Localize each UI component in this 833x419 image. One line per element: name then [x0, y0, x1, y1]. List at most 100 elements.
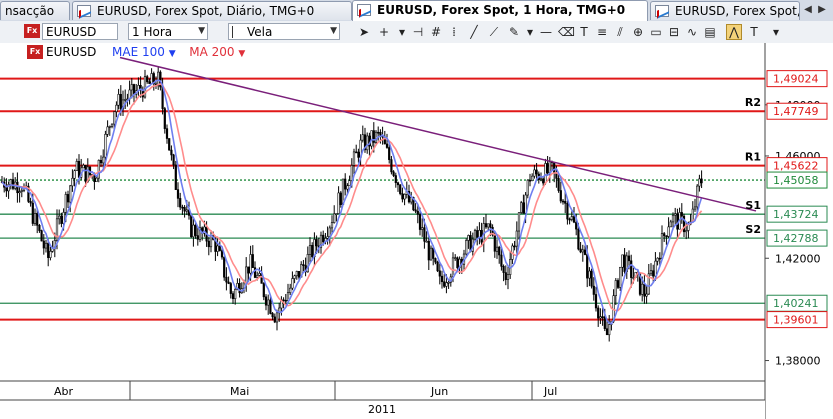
candle-body — [557, 178, 560, 191]
candle-body — [229, 283, 232, 294]
candle-body — [93, 175, 96, 183]
text-scale-icon[interactable]: T — [750, 25, 758, 39]
candle-body — [355, 151, 358, 154]
cursor-icon[interactable]: ➤ — [358, 25, 370, 39]
candle-body — [251, 254, 254, 268]
horizontal-line-icon[interactable]: — — [540, 25, 552, 39]
candle-body — [148, 81, 151, 84]
measure-icon[interactable]: ⊣ — [412, 25, 424, 39]
pencil-dropdown-icon[interactable]: ▾ — [526, 25, 534, 39]
candle-body — [370, 130, 373, 147]
bars-icon[interactable]: ▤ — [704, 25, 716, 39]
candle-body — [436, 261, 439, 272]
chart-window-icon — [77, 5, 91, 17]
text-icon[interactable]: T — [580, 25, 588, 39]
candle-body — [669, 221, 672, 228]
symbol-field[interactable]: EURUSD — [42, 23, 118, 40]
fibonacci-icon[interactable]: ≡ — [596, 25, 608, 39]
level-price-label: 1,42788 — [773, 232, 819, 245]
candle-body — [38, 225, 41, 231]
candle-body — [176, 189, 180, 199]
candle-body — [493, 234, 496, 252]
candle-body — [484, 223, 488, 228]
candle-body — [117, 94, 120, 106]
legend-ma-slow[interactable]: MA 200 — [189, 45, 235, 59]
legend-ma-fast[interactable]: MAE 100 — [112, 45, 165, 59]
candle-body — [412, 197, 415, 211]
candle-body — [271, 313, 274, 318]
candle-body — [40, 230, 43, 242]
polyline-icon[interactable]: ⟋ — [489, 25, 499, 39]
candle-body — [319, 234, 323, 248]
candle-body — [341, 178, 345, 205]
chart-type-select[interactable]: Vela ▼ — [228, 23, 340, 40]
candle-body — [438, 270, 441, 277]
candle-body — [47, 242, 50, 258]
crosshair-icon[interactable]: + — [378, 25, 390, 39]
level-name-label: R2 — [745, 96, 761, 109]
candle-body — [531, 175, 534, 182]
level-name-label: S1 — [745, 199, 761, 212]
tab-1[interactable]: nsacção — [0, 1, 70, 20]
tab-label: nsacção — [5, 4, 55, 18]
zoom-icon[interactable]: ⊕ — [632, 25, 644, 39]
forex-icon: Fx — [27, 45, 43, 59]
chart-legend: EURUSD MAE 100 ▼ MA 200 ▼ — [46, 45, 245, 61]
tab-2[interactable]: EURUSD, Forex Spot, Diário, TMG+0 — [72, 1, 352, 20]
candle-body — [223, 256, 226, 278]
candle-body — [190, 215, 193, 238]
candle-body — [291, 278, 294, 289]
candle-body — [553, 162, 556, 174]
candle-body — [297, 271, 301, 278]
tab-3[interactable]: EURUSD, Forex Spot, 1 Hora, TMG+0 — [352, 0, 648, 21]
candle-body — [29, 201, 32, 204]
candle-body — [445, 282, 448, 287]
candle-body — [434, 258, 437, 263]
candle-body — [234, 288, 237, 299]
candle-body — [267, 299, 270, 306]
level-price-label: 1,39601 — [773, 314, 819, 327]
tab-4[interactable]: EURUSD, Forex Spot, 1 — [650, 1, 800, 20]
candle-body — [594, 294, 598, 309]
candle-body — [601, 316, 604, 318]
chevron-left-icon[interactable]: ◀ — [804, 4, 812, 15]
channel-icon[interactable]: ⫽ — [617, 25, 623, 39]
candle-body — [502, 266, 505, 273]
candle-body — [495, 246, 499, 252]
candle-body — [71, 177, 74, 187]
rectangle-icon[interactable]: ▭ — [650, 25, 662, 39]
chevron-right-icon[interactable]: ▶ — [818, 4, 826, 15]
candle-body — [132, 84, 136, 95]
candle-body — [645, 293, 648, 297]
candle-body — [546, 163, 549, 174]
eraser-icon[interactable]: ⌫ — [558, 25, 575, 39]
indicator-icon[interactable]: ∿ — [686, 25, 698, 39]
split-icon[interactable]: ⊟ — [668, 25, 680, 39]
auto-scale-icon[interactable]: ⋀ — [726, 24, 742, 40]
chevron-down-icon[interactable]: ▼ — [168, 49, 176, 59]
trend-line[interactable] — [119, 56, 757, 212]
dotted-grid-icon[interactable]: ⁞ — [452, 25, 456, 39]
level-price-label: 1,40241 — [773, 297, 819, 310]
candle-body — [700, 178, 703, 184]
candle-body — [9, 179, 12, 185]
pencil-icon[interactable]: ✎ — [508, 25, 520, 39]
candle-body — [60, 215, 63, 224]
candle-body — [407, 190, 411, 203]
candle-body — [590, 270, 593, 287]
trendline-icon[interactable]: ╱ — [470, 25, 478, 39]
candle-body — [660, 233, 664, 259]
chevron-down-icon: ▼ — [330, 26, 337, 36]
interval-select[interactable]: 1 Hora ▼ — [128, 23, 208, 40]
grid-icon[interactable]: # — [430, 25, 442, 39]
candle-body — [498, 246, 501, 256]
candle-body — [443, 281, 446, 287]
chevron-down-icon[interactable]: ▾ — [772, 25, 780, 39]
candle-body — [16, 181, 19, 194]
candle-body — [654, 260, 657, 277]
candle-body — [401, 193, 404, 200]
chevron-down-icon[interactable]: ▼ — [238, 49, 246, 59]
crosshair-dropdown-icon[interactable]: ▾ — [398, 25, 406, 39]
candle-body — [198, 227, 202, 240]
